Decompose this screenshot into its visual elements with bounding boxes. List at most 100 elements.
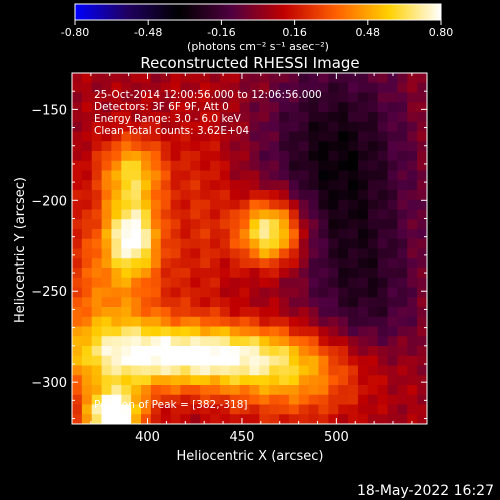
heatmap-cell xyxy=(348,180,359,191)
heatmap-cell xyxy=(407,268,418,279)
heatmap-cell xyxy=(111,326,122,337)
heatmap-cell xyxy=(249,346,260,357)
heatmap-cell xyxy=(210,404,221,415)
heatmap-cell xyxy=(210,365,221,376)
heatmap-cell xyxy=(348,268,359,279)
heatmap-cell xyxy=(259,229,270,240)
heatmap-cell xyxy=(200,131,211,142)
heatmap-cell xyxy=(150,316,162,328)
heatmap-cell xyxy=(387,112,399,123)
heatmap-cell xyxy=(288,92,300,103)
footer-timestamp: 18-May-2022 16:27 xyxy=(357,483,494,499)
heatmap-cell xyxy=(269,385,280,396)
heatmap-cell xyxy=(338,180,349,191)
heatmap-cell xyxy=(160,121,172,133)
heatmap-cell xyxy=(269,268,280,279)
heatmap-cell xyxy=(328,92,339,103)
heatmap-cell xyxy=(259,326,270,337)
heatmap-cell xyxy=(131,385,142,396)
heatmap-cell xyxy=(328,268,339,279)
heatmap-cell xyxy=(288,287,300,298)
heatmap-cell xyxy=(170,73,182,84)
heatmap-cell xyxy=(121,385,132,396)
heatmap-cell xyxy=(219,385,231,396)
heatmap-cell xyxy=(239,307,251,318)
heatmap-cell xyxy=(131,414,142,424)
heatmap-cell xyxy=(91,346,103,357)
heatmap-cell xyxy=(308,346,320,357)
heatmap-cell xyxy=(259,141,270,152)
heatmap-cell xyxy=(180,82,191,94)
heatmap-cell xyxy=(72,151,83,162)
heatmap-cell xyxy=(367,141,379,152)
heatmap-cell xyxy=(417,229,427,240)
heatmap-cell xyxy=(200,238,211,250)
heatmap-cell xyxy=(338,209,349,220)
heatmap-cell xyxy=(417,346,427,357)
heatmap-cell xyxy=(397,121,408,133)
heatmap-cell xyxy=(259,112,270,123)
heatmap-cell xyxy=(357,82,369,94)
heatmap-cell xyxy=(288,346,300,357)
heatmap-cell xyxy=(259,404,270,415)
heatmap-cell xyxy=(269,238,280,250)
heatmap-cell xyxy=(407,92,418,103)
heatmap-cell xyxy=(170,297,182,308)
heatmap-cell xyxy=(298,121,310,133)
heatmap-cell xyxy=(318,151,329,162)
heatmap-cell xyxy=(288,394,300,406)
heatmap-cell xyxy=(121,287,132,298)
heatmap-cell xyxy=(397,160,408,172)
heatmap-cell xyxy=(219,346,231,357)
heatmap-cell xyxy=(318,180,329,191)
heatmap-cell xyxy=(91,199,103,211)
heatmap-cell xyxy=(397,414,408,424)
heatmap-cell xyxy=(367,112,379,123)
heatmap-cell xyxy=(407,180,418,191)
heatmap-cell xyxy=(279,141,290,152)
heatmap-cell xyxy=(338,394,349,406)
heatmap-cell xyxy=(141,258,152,269)
heatmap-cell xyxy=(101,219,113,230)
annotation-energy-range: Energy Range: 3.0 - 6.0 keV xyxy=(94,113,242,125)
heatmap-cell xyxy=(338,268,349,279)
heatmap-cell xyxy=(200,82,211,94)
heatmap-cell xyxy=(219,160,231,172)
heatmap-cell xyxy=(407,404,418,415)
heatmap-cell xyxy=(328,326,339,337)
heatmap-cell xyxy=(318,121,329,133)
heatmap-cell xyxy=(229,219,241,230)
heatmap-cell xyxy=(72,404,83,415)
heatmap-cell xyxy=(229,73,241,84)
heatmap-cell xyxy=(131,190,142,201)
heatmap-cell xyxy=(121,297,132,308)
heatmap-cell xyxy=(397,287,408,298)
heatmap-cell xyxy=(249,268,260,279)
heatmap-cell xyxy=(180,92,191,103)
heatmap-cell xyxy=(160,414,172,424)
heatmap-cell xyxy=(72,248,83,259)
heatmap-cell xyxy=(200,404,211,415)
heatmap-cell xyxy=(298,307,310,318)
heatmap-cell xyxy=(407,277,418,289)
heatmap-cell xyxy=(131,209,142,220)
heatmap-cell xyxy=(328,385,339,396)
heatmap-cell xyxy=(407,346,418,357)
heatmap-cell xyxy=(180,404,191,415)
heatmap-cell xyxy=(72,209,83,220)
heatmap-cell xyxy=(101,336,113,347)
heatmap-cell xyxy=(219,121,231,133)
heatmap-cell xyxy=(121,121,132,133)
colorbar-tick-label: -0.48 xyxy=(134,26,162,39)
heatmap-cell xyxy=(91,219,103,230)
heatmap-cell xyxy=(81,326,93,337)
heatmap-cell xyxy=(111,346,122,357)
heatmap-cell xyxy=(101,131,113,142)
heatmap-cell xyxy=(239,102,251,113)
heatmap-cell xyxy=(387,414,399,424)
heatmap-cell xyxy=(160,404,172,415)
heatmap-cell xyxy=(308,219,320,230)
heatmap-cell xyxy=(397,346,408,357)
heatmap-cell xyxy=(210,180,221,191)
heatmap-cell xyxy=(338,170,349,181)
